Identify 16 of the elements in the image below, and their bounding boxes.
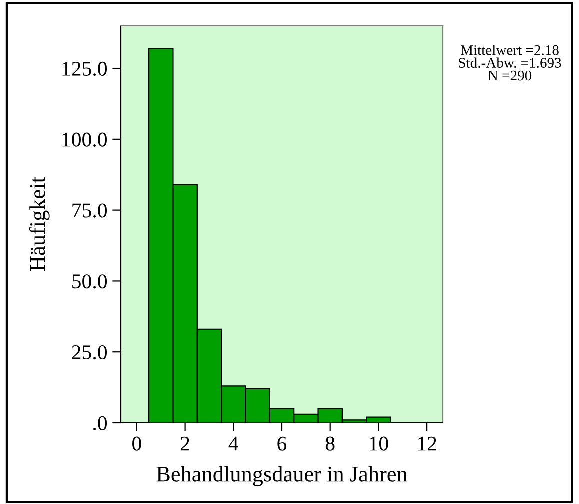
x-axis-title: Behandlungsdauer in Jahren bbox=[156, 466, 408, 486]
x-tick-label: 6 bbox=[278, 436, 287, 451]
x-tick-label: 12 bbox=[418, 436, 436, 451]
y-tick-label: 125.0 bbox=[62, 62, 108, 76]
y-tick-label: .0 bbox=[94, 416, 108, 431]
y-axis-title: Häufigkeit bbox=[29, 177, 50, 272]
x-tick-label: 4 bbox=[228, 436, 239, 451]
text: Mittelwert =2.18 Std.-Abw. =1.693 N =290 bbox=[459, 45, 562, 81]
x-tick-label: 2 bbox=[181, 436, 190, 451]
x-tick-label: 0 bbox=[132, 436, 142, 451]
y-tick-label: 25.0 bbox=[72, 345, 108, 360]
y-tick-label: 100.0 bbox=[62, 132, 108, 147]
y-tick-label: 75.0 bbox=[72, 204, 108, 218]
x-tick-label: 8 bbox=[326, 436, 335, 451]
y-tick-label: 50.0 bbox=[72, 274, 108, 289]
x-tick-label: 10 bbox=[370, 436, 388, 451]
